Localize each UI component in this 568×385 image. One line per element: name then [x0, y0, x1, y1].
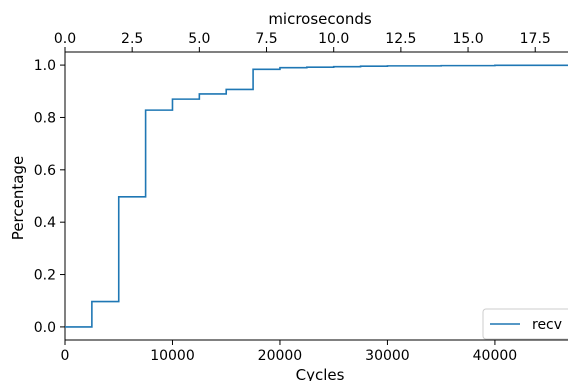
x-tick-label: 20000	[258, 348, 303, 364]
top-tick-label: 7.5	[255, 31, 277, 47]
top-axis-label: microseconds	[268, 10, 372, 28]
axes: 0 10000 20000 30000 40000 0.0 2.5 5.0 7.5 10.0 12.…	[34, 31, 568, 364]
top-tick-label: 17.5	[520, 31, 551, 47]
y-axis-label: Percentage	[9, 156, 27, 240]
x-tick-label: 40000	[473, 348, 518, 364]
legend: recv	[482, 308, 568, 340]
y-tick-label: 1.0	[34, 58, 56, 74]
series-layer	[65, 64, 568, 328]
top-tick-label: 0.0	[54, 31, 76, 47]
top-tick-label: 2.5	[121, 31, 143, 47]
series-line-recv	[65, 64, 568, 328]
x-tick-label: 30000	[365, 348, 410, 364]
y-tick-label: 0.0	[34, 320, 56, 336]
x-tick-label: 0	[61, 348, 70, 364]
legend-box	[482, 308, 568, 340]
top-tick-label: 5.0	[188, 31, 210, 47]
top-tick-label: 12.5	[385, 31, 416, 47]
y-tick-label: 0.2	[34, 268, 56, 284]
x-tick-label: 10000	[150, 348, 195, 364]
y-tick-label: 0.8	[34, 110, 56, 126]
y-tick-label: 0.4	[34, 215, 56, 231]
legend-label: recv	[532, 317, 562, 333]
x-axis-label: Cycles	[296, 366, 345, 381]
top-tick-label: 10.0	[318, 31, 349, 47]
y-tick-label: 0.6	[34, 163, 56, 179]
top-tick-label: 15.0	[452, 31, 483, 47]
